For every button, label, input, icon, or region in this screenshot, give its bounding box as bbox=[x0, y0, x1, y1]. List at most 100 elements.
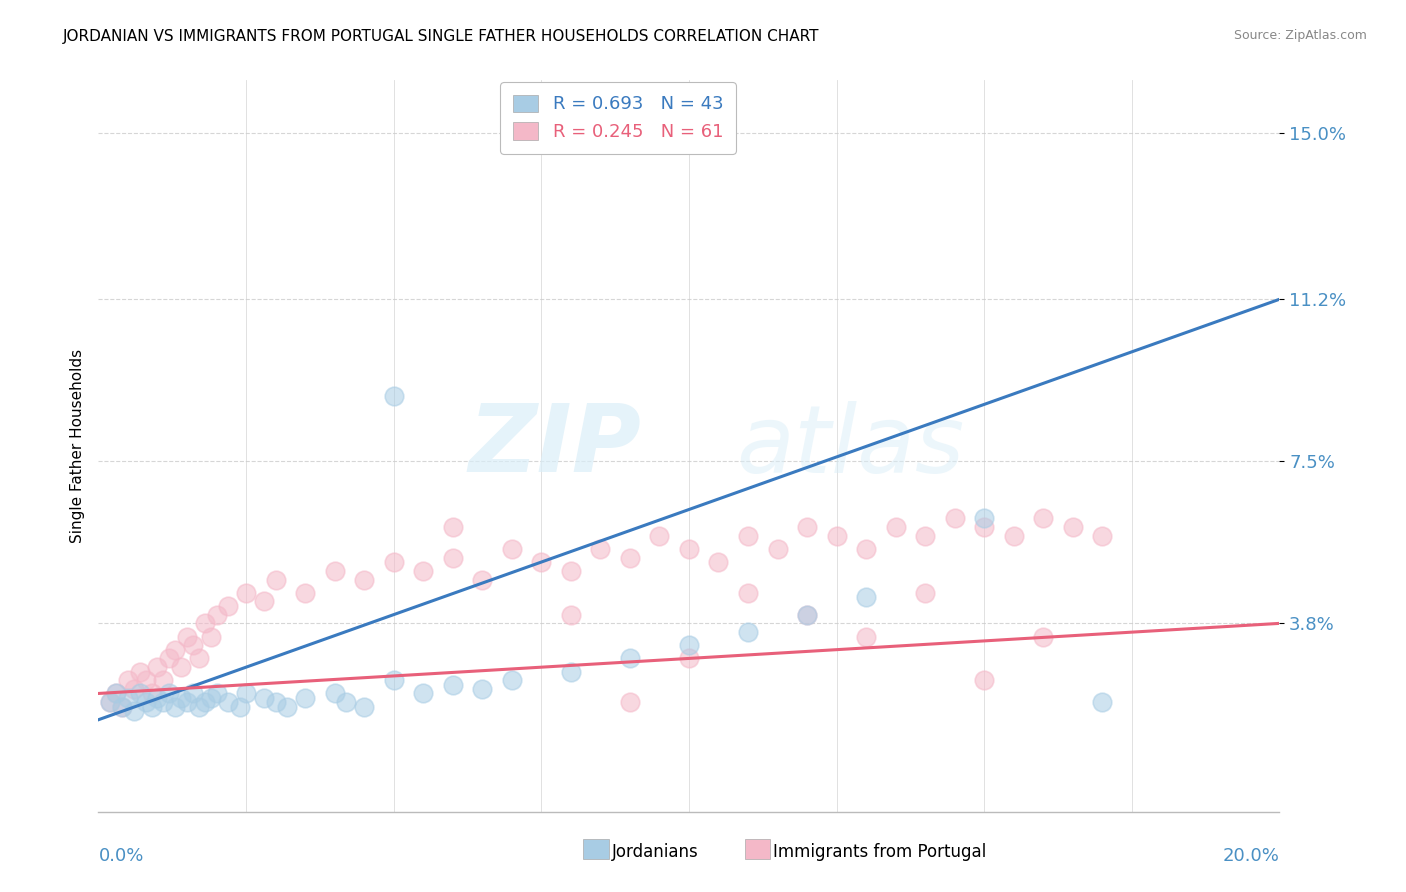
Point bbox=[353, 573, 375, 587]
Point bbox=[98, 695, 121, 709]
Point bbox=[825, 529, 848, 543]
Point bbox=[678, 651, 700, 665]
Point bbox=[157, 686, 180, 700]
Point bbox=[98, 695, 121, 709]
Point bbox=[194, 695, 217, 709]
Point bbox=[146, 690, 169, 705]
Point bbox=[766, 541, 789, 556]
Point bbox=[152, 673, 174, 688]
Point bbox=[501, 541, 523, 556]
Point bbox=[914, 585, 936, 599]
Point bbox=[737, 585, 759, 599]
Point bbox=[205, 686, 228, 700]
Point bbox=[294, 585, 316, 599]
Point bbox=[943, 511, 966, 525]
Point bbox=[135, 695, 157, 709]
Point bbox=[235, 686, 257, 700]
Point bbox=[170, 690, 193, 705]
Point bbox=[441, 550, 464, 565]
Point bbox=[323, 564, 346, 578]
Text: atlas: atlas bbox=[737, 401, 965, 491]
Point bbox=[796, 607, 818, 622]
Point bbox=[111, 699, 134, 714]
Point bbox=[170, 660, 193, 674]
Point bbox=[530, 555, 553, 569]
Point bbox=[441, 678, 464, 692]
Point bbox=[619, 550, 641, 565]
Point bbox=[187, 699, 209, 714]
Point bbox=[1002, 529, 1025, 543]
Point bbox=[560, 564, 582, 578]
Point bbox=[501, 673, 523, 688]
Point bbox=[619, 695, 641, 709]
Text: 20.0%: 20.0% bbox=[1223, 847, 1279, 864]
Point bbox=[884, 520, 907, 534]
Text: Immigrants from Portugal: Immigrants from Portugal bbox=[773, 843, 987, 861]
Point bbox=[737, 625, 759, 640]
Point bbox=[117, 690, 139, 705]
Point bbox=[253, 594, 276, 608]
Point bbox=[152, 695, 174, 709]
Point bbox=[187, 651, 209, 665]
Point bbox=[176, 630, 198, 644]
Point bbox=[353, 699, 375, 714]
Point bbox=[678, 638, 700, 652]
Point bbox=[471, 682, 494, 697]
Point bbox=[111, 699, 134, 714]
Point bbox=[105, 686, 128, 700]
Point bbox=[135, 673, 157, 688]
Point bbox=[855, 630, 877, 644]
Point bbox=[217, 695, 239, 709]
Point bbox=[382, 555, 405, 569]
Point bbox=[217, 599, 239, 613]
Point bbox=[973, 511, 995, 525]
Point bbox=[264, 695, 287, 709]
Point bbox=[117, 673, 139, 688]
Point bbox=[181, 638, 204, 652]
Text: Jordanians: Jordanians bbox=[612, 843, 699, 861]
Point bbox=[105, 686, 128, 700]
Point bbox=[205, 607, 228, 622]
Point bbox=[648, 529, 671, 543]
Point bbox=[973, 673, 995, 688]
Point bbox=[855, 541, 877, 556]
Point bbox=[122, 682, 145, 697]
Point bbox=[128, 665, 150, 679]
Point bbox=[253, 690, 276, 705]
Point bbox=[200, 630, 222, 644]
Point bbox=[141, 699, 163, 714]
Point bbox=[737, 529, 759, 543]
Text: 0.0%: 0.0% bbox=[98, 847, 143, 864]
Text: Source: ZipAtlas.com: Source: ZipAtlas.com bbox=[1233, 29, 1367, 42]
Point bbox=[181, 686, 204, 700]
Point bbox=[796, 607, 818, 622]
Point bbox=[229, 699, 252, 714]
Point bbox=[1032, 511, 1054, 525]
Point bbox=[200, 690, 222, 705]
Text: ZIP: ZIP bbox=[468, 400, 641, 492]
Point bbox=[441, 520, 464, 534]
Point bbox=[294, 690, 316, 705]
Point bbox=[560, 665, 582, 679]
Point bbox=[235, 585, 257, 599]
Point bbox=[707, 555, 730, 569]
Point bbox=[146, 660, 169, 674]
Point bbox=[471, 573, 494, 587]
Point bbox=[589, 541, 612, 556]
Point bbox=[560, 607, 582, 622]
Point bbox=[619, 651, 641, 665]
Point bbox=[276, 699, 298, 714]
Point bbox=[1091, 695, 1114, 709]
Text: JORDANIAN VS IMMIGRANTS FROM PORTUGAL SINGLE FATHER HOUSEHOLDS CORRELATION CHART: JORDANIAN VS IMMIGRANTS FROM PORTUGAL SI… bbox=[63, 29, 820, 44]
Point bbox=[973, 520, 995, 534]
Point bbox=[382, 389, 405, 403]
Point bbox=[412, 686, 434, 700]
Point bbox=[165, 642, 187, 657]
Point bbox=[1062, 520, 1084, 534]
Point bbox=[157, 651, 180, 665]
Point bbox=[323, 686, 346, 700]
Point bbox=[412, 564, 434, 578]
Point bbox=[335, 695, 357, 709]
Legend: R = 0.693   N = 43, R = 0.245   N = 61: R = 0.693 N = 43, R = 0.245 N = 61 bbox=[501, 82, 735, 154]
Point bbox=[176, 695, 198, 709]
